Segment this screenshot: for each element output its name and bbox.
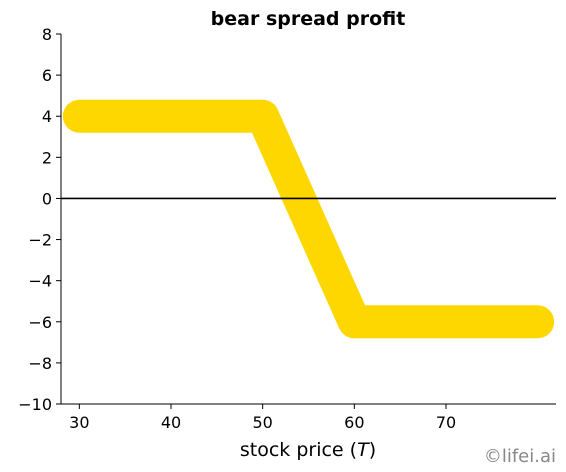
chart-title: bear spread profit [211, 8, 406, 30]
x-axis-ticks: 30 40 50 60 70 [69, 404, 456, 432]
x-tick-label: 70 [436, 413, 456, 432]
y-axis-ticks: −10 −8 −6 −4 −2 0 2 4 6 8 [18, 25, 61, 414]
y-tick-label: −10 [18, 395, 52, 414]
x-tick-label: 40 [161, 413, 181, 432]
y-tick-label: 6 [42, 66, 52, 85]
x-tick-label: 50 [252, 413, 272, 432]
x-axis-label: stock price (T) [240, 439, 376, 461]
y-tick-label: 2 [42, 148, 52, 167]
series-line-0 [62, 99, 555, 339]
y-tick-label: −6 [28, 313, 52, 332]
series-group [62, 99, 555, 339]
y-tick-label: −8 [28, 354, 52, 373]
y-tick-label: 4 [42, 107, 52, 126]
y-tick-label: −2 [28, 231, 52, 250]
y-tick-label: 0 [42, 189, 52, 208]
y-tick-label: −4 [28, 272, 52, 291]
x-tick-label: 60 [344, 413, 364, 432]
x-tick-label: 30 [69, 413, 89, 432]
y-tick-label: 8 [42, 25, 52, 44]
watermark: ©lifei.ai [484, 446, 556, 467]
